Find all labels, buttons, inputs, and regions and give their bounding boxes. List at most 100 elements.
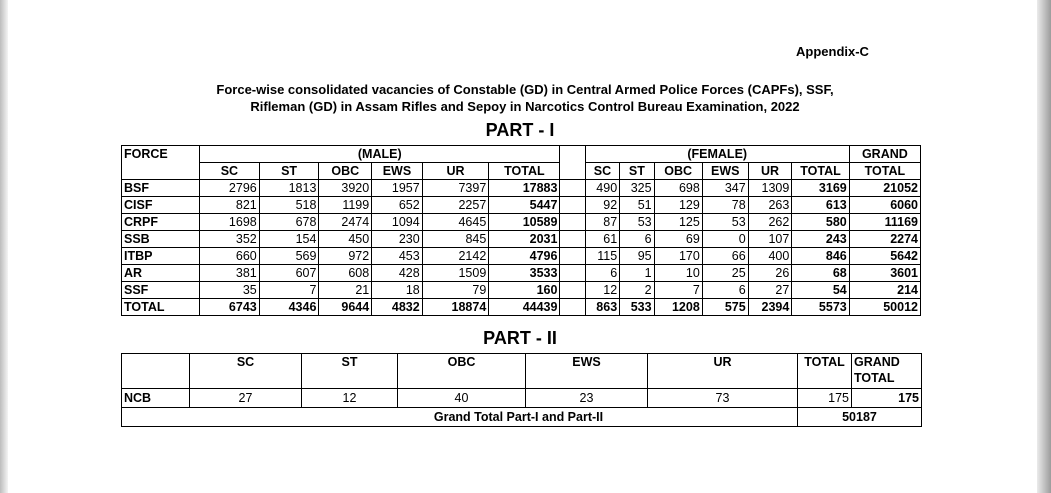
male-value-cell: 10589: [488, 213, 561, 231]
p2-ews-header: EWS: [525, 353, 648, 389]
force-row-itbp: ITBP 660 569 972 453 2142 4796 115 95 170 66 400 846…: [120, 247, 922, 265]
force-name-cell: AR: [120, 264, 201, 282]
female-obc-header: OBC: [653, 162, 703, 180]
male-obc-header: OBC: [318, 162, 373, 180]
female-value-cell: 613: [791, 196, 850, 214]
force-name-cell: ITBP: [120, 247, 201, 265]
male-value-cell: 3920: [318, 179, 373, 197]
male-ews-header: EWS: [371, 162, 423, 180]
male-value-cell: 18874: [421, 298, 490, 316]
male-value-cell: 352: [199, 230, 260, 248]
female-value-cell: 95: [619, 247, 655, 265]
ncb-total-cell: 175: [797, 388, 852, 408]
female-value-cell: 1208: [653, 298, 703, 316]
male-value-cell: 450: [318, 230, 373, 248]
male-value-cell: 3533: [488, 264, 561, 282]
grand-total-cell: 3601: [848, 264, 922, 282]
male-value-cell: 660: [199, 247, 260, 265]
male-value-cell: 1957: [371, 179, 423, 197]
female-value-cell: 490: [584, 179, 621, 197]
male-value-cell: 18: [371, 281, 423, 299]
female-value-cell: 61: [584, 230, 621, 248]
female-value-cell: 129: [653, 196, 703, 214]
p2-st-header: ST: [301, 353, 398, 389]
female-value-cell: 243: [791, 230, 850, 248]
p2-obc-header: OBC: [397, 353, 526, 389]
female-value-cell: 2: [619, 281, 655, 299]
force-row-ssf: SSF 35 7 21 18 79 160 12 2 7 6 27 54 214: [120, 281, 922, 299]
male-ur-header: UR: [421, 162, 490, 180]
male-value-cell: 2257: [421, 196, 490, 214]
grand-total-cell: 214: [848, 281, 922, 299]
spacer-cell: [559, 230, 586, 248]
male-value-cell: 381: [199, 264, 260, 282]
right-edge-shadow: [1037, 0, 1051, 493]
title-line-2: Rifleman (GD) in Assam Rifles and Sepoy …: [250, 99, 800, 114]
male-value-cell: 972: [318, 247, 373, 265]
male-sc-header: SC: [199, 162, 260, 180]
male-value-cell: 6743: [199, 298, 260, 316]
male-value-cell: 607: [258, 264, 320, 282]
male-value-cell: 652: [371, 196, 423, 214]
male-value-cell: 4796: [488, 247, 561, 265]
female-value-cell: 0: [701, 230, 749, 248]
force-row-ssb: SSB 352 154 450 230 845 2031 61 6 69 0 107 243 2274: [120, 230, 922, 248]
force-name-cell: CISF: [120, 196, 201, 214]
grand-total-label: Grand Total Part-I and Part-II: [121, 407, 798, 427]
spacer-cell: [559, 281, 586, 299]
female-value-cell: 12: [584, 281, 621, 299]
female-value-cell: 170: [653, 247, 703, 265]
female-value-cell: 7: [653, 281, 703, 299]
male-value-cell: 1094: [371, 213, 423, 231]
female-value-cell: 698: [653, 179, 703, 197]
male-value-cell: 453: [371, 247, 423, 265]
part-1-header-row-1: FORCE (MALE) (FEMALE) GRAND: [120, 145, 922, 163]
ncb-sc-cell: 27: [189, 388, 302, 408]
p2-total-header: TOTAL: [797, 353, 852, 389]
male-value-cell: 2031: [488, 230, 561, 248]
male-value-cell: 2796: [199, 179, 260, 197]
male-st-header: ST: [258, 162, 320, 180]
force-name-cell: TOTAL: [120, 298, 201, 316]
male-value-cell: 17883: [488, 179, 561, 197]
part-1-header-row-2: SC ST OBC EWS UR TOTAL SC ST OBC EWS UR …: [120, 162, 922, 180]
male-value-cell: 9644: [318, 298, 373, 316]
female-value-cell: 10: [653, 264, 703, 282]
force-row-cisf: CISF 821 518 1199 652 2257 5447 92 51 129 78 263 613…: [120, 196, 922, 214]
grand-total-cell: 50012: [848, 298, 922, 316]
ncb-force-cell: NCB: [121, 388, 190, 408]
female-value-cell: 347: [701, 179, 749, 197]
male-value-cell: 154: [258, 230, 320, 248]
female-value-cell: 125: [653, 213, 703, 231]
force-name-cell: BSF: [120, 179, 201, 197]
grand-total-header: TOTAL: [848, 162, 922, 180]
force-row-ar: AR 381 607 608 428 1509 3533 6 1 10 25 26 68 3601: [120, 264, 922, 282]
female-value-cell: 3169: [791, 179, 850, 197]
female-value-cell: 262: [747, 213, 793, 231]
female-value-cell: 25: [701, 264, 749, 282]
ncb-obc-cell: 40: [397, 388, 526, 408]
grand-total-cell: 21052: [848, 179, 922, 197]
female-sc-header: SC: [584, 162, 621, 180]
female-value-cell: 846: [791, 247, 850, 265]
female-st-header: ST: [619, 162, 655, 180]
female-value-cell: 263: [747, 196, 793, 214]
spacer-cell: [559, 298, 586, 316]
part-1-heading: PART - I: [485, 120, 555, 140]
male-value-cell: 1698: [199, 213, 260, 231]
male-value-cell: 518: [258, 196, 320, 214]
ncb-row: NCB 27 12 40 23 73 175 175: [121, 388, 922, 408]
male-total-header: TOTAL: [488, 162, 561, 180]
female-ews-header: EWS: [701, 162, 749, 180]
total-row: TOTAL 6743 4346 9644 4832 18874 44439 863 533 120…: [120, 298, 922, 316]
female-value-cell: 92: [584, 196, 621, 214]
grand-total-row: Grand Total Part-I and Part-II 50187: [121, 407, 922, 427]
female-value-cell: 533: [619, 298, 655, 316]
grand-total-cell: 11169: [848, 213, 922, 231]
female-value-cell: 53: [701, 213, 749, 231]
force-name-cell: CRPF: [120, 213, 201, 231]
male-value-cell: 7397: [421, 179, 490, 197]
male-value-cell: 678: [258, 213, 320, 231]
female-value-cell: 5573: [791, 298, 850, 316]
grand-total-cell: 6060: [848, 196, 922, 214]
